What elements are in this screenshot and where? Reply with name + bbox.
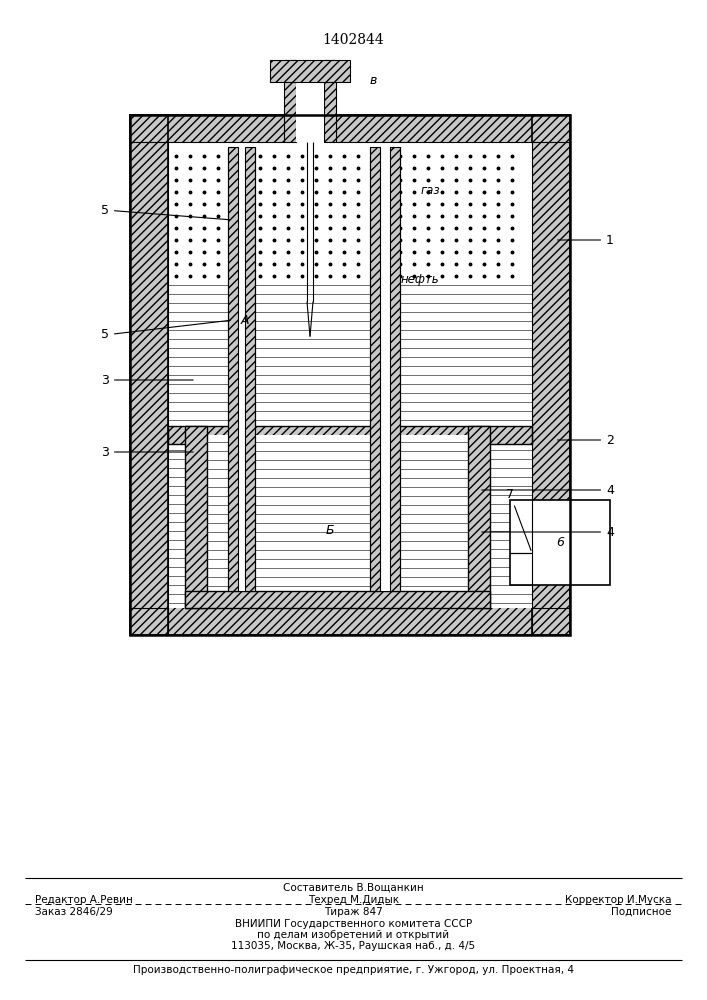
Text: 1: 1 xyxy=(558,233,614,246)
Text: 113035, Москва, Ж-35, Раушская наб., д. 4/5: 113035, Москва, Ж-35, Раушская наб., д. … xyxy=(231,941,476,951)
Bar xyxy=(390,147,400,591)
Bar xyxy=(238,147,245,591)
Bar xyxy=(185,426,207,608)
Text: Редактор А.Ревин: Редактор А.Ревин xyxy=(35,895,133,905)
Bar xyxy=(130,115,168,635)
Text: ВНИИПИ Государственного комитета СССР: ВНИИПИ Государственного комитета СССР xyxy=(235,919,472,929)
Text: Тираж 847: Тираж 847 xyxy=(324,907,383,917)
Text: 3: 3 xyxy=(101,373,193,386)
Bar xyxy=(296,60,324,142)
Text: 2: 2 xyxy=(558,434,614,446)
Text: Корректор И.Муска: Корректор И.Муска xyxy=(565,895,672,905)
Bar xyxy=(532,115,570,635)
Bar xyxy=(270,60,350,82)
Bar xyxy=(370,147,380,591)
Bar xyxy=(468,426,490,608)
Bar xyxy=(168,282,532,435)
Bar xyxy=(284,60,296,142)
Bar xyxy=(380,147,390,591)
Text: газ: газ xyxy=(420,184,440,196)
Text: Заказ 2846/29: Заказ 2846/29 xyxy=(35,907,113,917)
Text: 6: 6 xyxy=(556,536,564,550)
Bar xyxy=(245,147,255,591)
Bar xyxy=(185,591,490,608)
Bar xyxy=(168,435,532,608)
Bar xyxy=(168,426,532,444)
Text: Б: Б xyxy=(326,524,334,536)
Text: нефть: нефть xyxy=(401,273,439,286)
Bar xyxy=(130,115,570,635)
Text: А: А xyxy=(241,314,250,326)
Text: 7: 7 xyxy=(506,488,531,550)
Bar xyxy=(130,115,570,145)
Bar xyxy=(228,147,238,591)
Text: 5: 5 xyxy=(101,204,230,220)
Text: Подписное: Подписное xyxy=(612,907,672,917)
Text: 1402844: 1402844 xyxy=(322,33,384,47)
Bar xyxy=(130,605,570,635)
Text: Техред М.Дидык: Техред М.Дидык xyxy=(308,895,399,905)
Text: по делам изобретений и открытий: по делам изобретений и открытий xyxy=(257,930,450,940)
Text: Производственно-полиграфическое предприятие, г. Ужгород, ул. Проектная, 4: Производственно-полиграфическое предприя… xyxy=(133,965,574,975)
Bar xyxy=(324,60,336,142)
Text: Составитель В.Вощанкин: Составитель В.Вощанкин xyxy=(283,883,424,893)
Text: в: в xyxy=(370,74,378,87)
Bar xyxy=(207,435,468,591)
Text: 5: 5 xyxy=(101,320,230,342)
Bar xyxy=(168,142,532,282)
Text: 4: 4 xyxy=(481,484,614,496)
Text: 3: 3 xyxy=(101,446,193,458)
Text: 4: 4 xyxy=(481,526,614,538)
Bar xyxy=(510,500,610,585)
